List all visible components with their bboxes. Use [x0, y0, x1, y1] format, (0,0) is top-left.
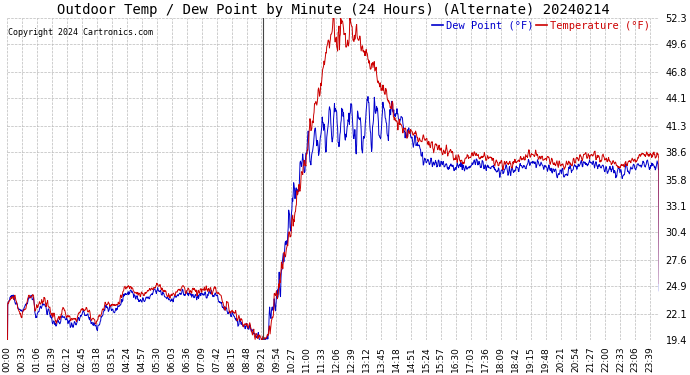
Text: Copyright 2024 Cartronics.com: Copyright 2024 Cartronics.com [8, 28, 153, 37]
Legend: Dew Point (°F), Temperature (°F): Dew Point (°F), Temperature (°F) [428, 17, 654, 35]
Title: Outdoor Temp / Dew Point by Minute (24 Hours) (Alternate) 20240214: Outdoor Temp / Dew Point by Minute (24 H… [57, 3, 610, 17]
